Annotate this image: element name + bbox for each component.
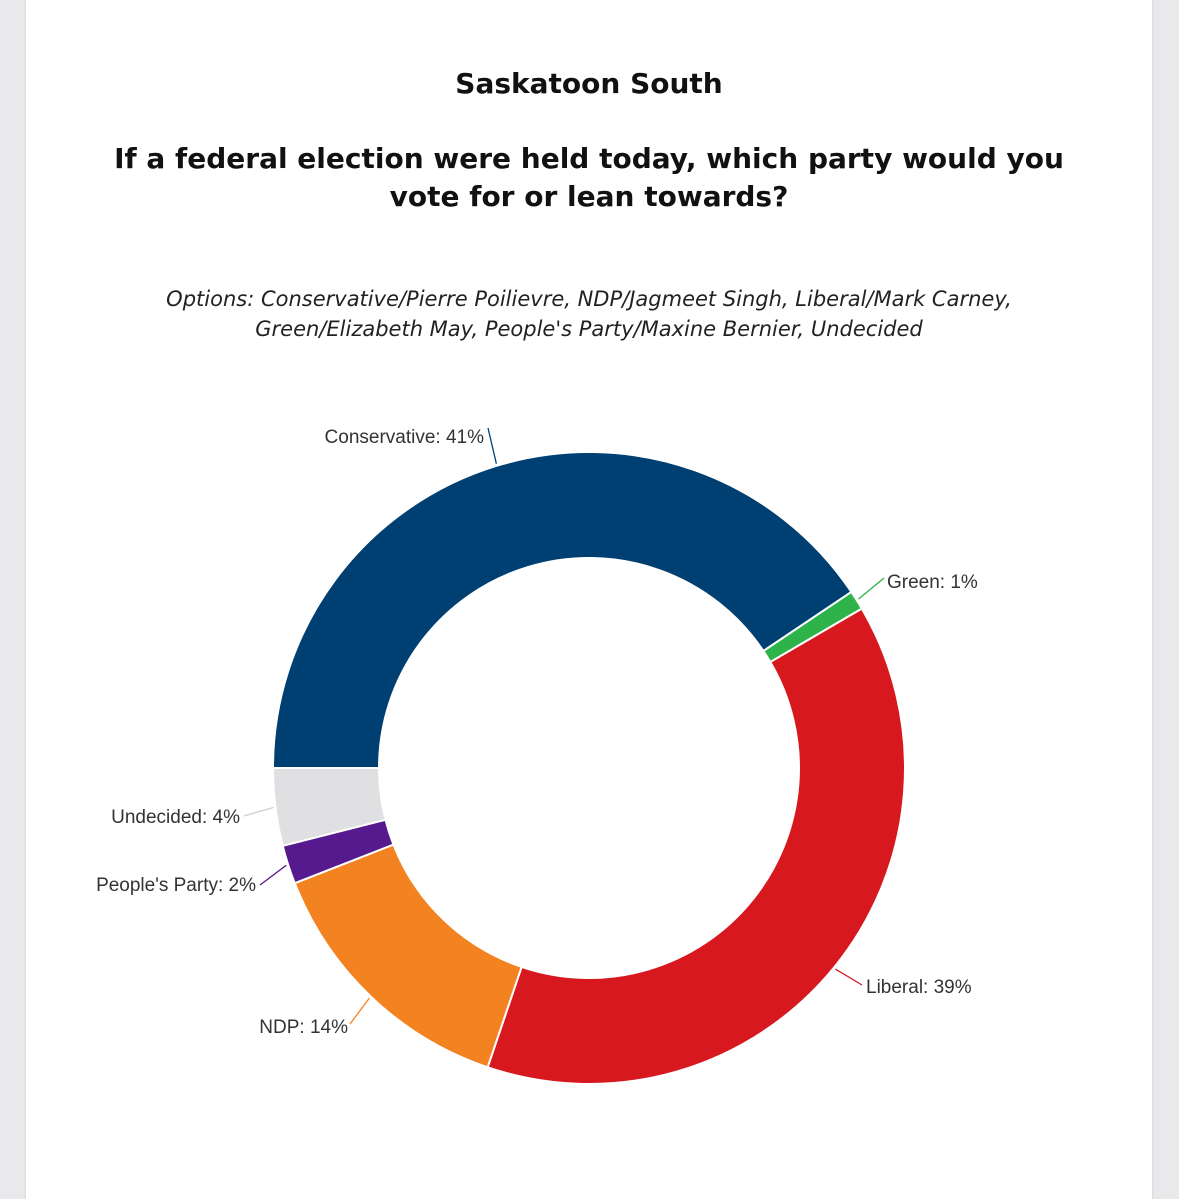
leader-line-people-s-party: [259, 864, 287, 886]
label-liberal: Liberal: 39%: [866, 977, 972, 998]
label-conservative: Conservative: 41%: [325, 427, 485, 448]
slice-liberal: [486, 607, 906, 1086]
leader-line-green: [858, 577, 885, 600]
leader-line-liberal: [835, 968, 863, 986]
label-ndp: NDP: 14%: [259, 1017, 348, 1038]
chart-card: Saskatoon South If a federal election we…: [26, 0, 1152, 1199]
slice-undecided: [271, 767, 387, 848]
leader-line-ndp: [349, 997, 370, 1025]
leader-line-undecided: [243, 806, 274, 817]
label-undecided: Undecided: 4%: [111, 807, 240, 828]
donut-chart: Conservative: 41% Green: 1% Liberal: 39% ND…: [96, 427, 978, 1086]
slice-conservative: [271, 451, 853, 769]
label-green: Green: 1%: [887, 572, 978, 593]
question-text: If a federal election were held today, w…: [114, 142, 1064, 213]
leader-line-conservative: [487, 427, 498, 464]
options-text: Options: Conservative/Pierre Poilievre, …: [166, 287, 1012, 341]
chart-title: Saskatoon South: [455, 67, 723, 100]
label-people-s-party: People's Party: 2%: [96, 875, 256, 896]
